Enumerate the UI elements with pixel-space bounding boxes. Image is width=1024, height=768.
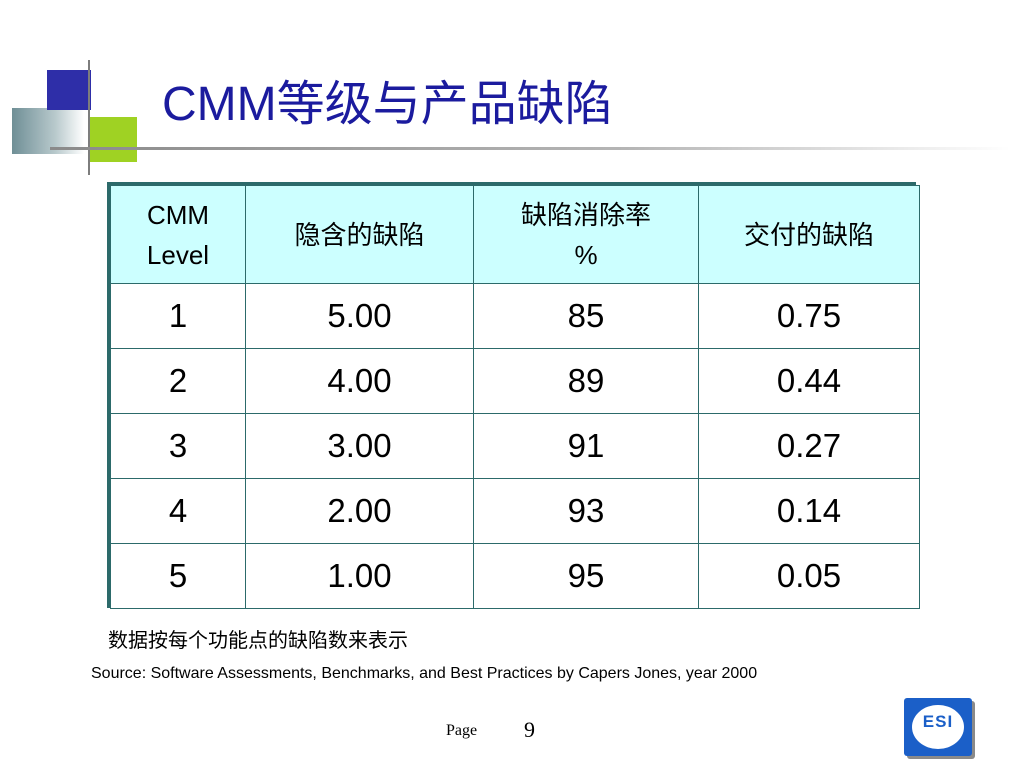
table-cell: 91 xyxy=(473,413,699,479)
header-text-line: CMM xyxy=(146,199,210,230)
source-citation: Source: Software Assessments, Benchmarks… xyxy=(91,665,758,682)
header-text-line: Level xyxy=(146,239,210,270)
defects-table: CMM Level 隐含的缺陷 缺陷消除率% 交付的缺陷 1 5.00 85 0.75 2 4.0… xyxy=(110,185,920,609)
table-header-cell: CMM Level xyxy=(110,185,246,284)
table-row: 1 5.00 85 0.75 xyxy=(110,283,920,349)
table-note: 数据按每个功能点的缺陷数来表示 xyxy=(108,628,408,652)
table-header-cell: 交付的缺陷 xyxy=(698,185,920,284)
table-header-cell: 缺陷消除率% xyxy=(473,185,699,284)
table-header-cell: 隐含的缺陷 xyxy=(245,185,474,284)
table-cell: 5.00 xyxy=(245,283,474,349)
header-text-line: 隐含的缺陷 xyxy=(294,219,425,250)
table-cell: 0.27 xyxy=(698,413,920,479)
table-cell: 3.00 xyxy=(245,413,474,479)
table-cell: 0.44 xyxy=(698,348,920,414)
header-text-line: 交付的缺陷 xyxy=(743,219,874,250)
decorative-green-square xyxy=(90,117,137,162)
header-text-line: 缺陷消除率 xyxy=(520,199,651,230)
table-row: 3 3.00 91 0.27 xyxy=(110,413,920,479)
table-cell: 89 xyxy=(473,348,699,414)
table-cell: 0.05 xyxy=(698,543,920,609)
decorative-gradient-block xyxy=(12,108,84,154)
table-cell: 0.14 xyxy=(698,478,920,544)
table-body: 1 5.00 85 0.75 2 4.00 89 0.44 3 3.00 91 0.27 4 2.00 93… xyxy=(110,283,920,609)
table-cell: 2.00 xyxy=(245,478,474,544)
table-cell: 5 xyxy=(110,543,246,609)
table-cell: 3 xyxy=(110,413,246,479)
esi-logo-icon: ESI xyxy=(904,698,972,756)
title-underline xyxy=(50,147,1010,150)
table-cell: 1 xyxy=(110,283,246,349)
table-header-row: CMM Level 隐含的缺陷 缺陷消除率% 交付的缺陷 xyxy=(110,185,920,284)
logo-text: ESI xyxy=(922,712,954,731)
slide-title: CMM等级与产品缺陷 xyxy=(162,78,613,131)
table-cell: 85 xyxy=(473,283,699,349)
page-number: 9 xyxy=(524,717,535,742)
defects-table-container: CMM Level 隐含的缺陷 缺陷消除率% 交付的缺陷 1 5.00 85 0.75 2 4.0… xyxy=(107,182,920,609)
table-row: 2 4.00 89 0.44 xyxy=(110,348,920,414)
table-cell: 4.00 xyxy=(245,348,474,414)
table-cell: 2 xyxy=(110,348,246,414)
table-cell: 1.00 xyxy=(245,543,474,609)
table-cell: 95 xyxy=(473,543,699,609)
table-cell: 4 xyxy=(110,478,246,544)
header-text-line: % xyxy=(574,239,598,270)
page-label: Page xyxy=(446,722,478,739)
logo-circle xyxy=(912,705,964,749)
table-cell: 93 xyxy=(473,478,699,544)
table-row: 4 2.00 93 0.14 xyxy=(110,478,920,544)
table-row: 5 1.00 95 0.05 xyxy=(110,543,920,609)
decorative-blue-square xyxy=(47,70,91,110)
table-cell: 0.75 xyxy=(698,283,920,349)
decorative-vertical-line xyxy=(88,60,90,175)
